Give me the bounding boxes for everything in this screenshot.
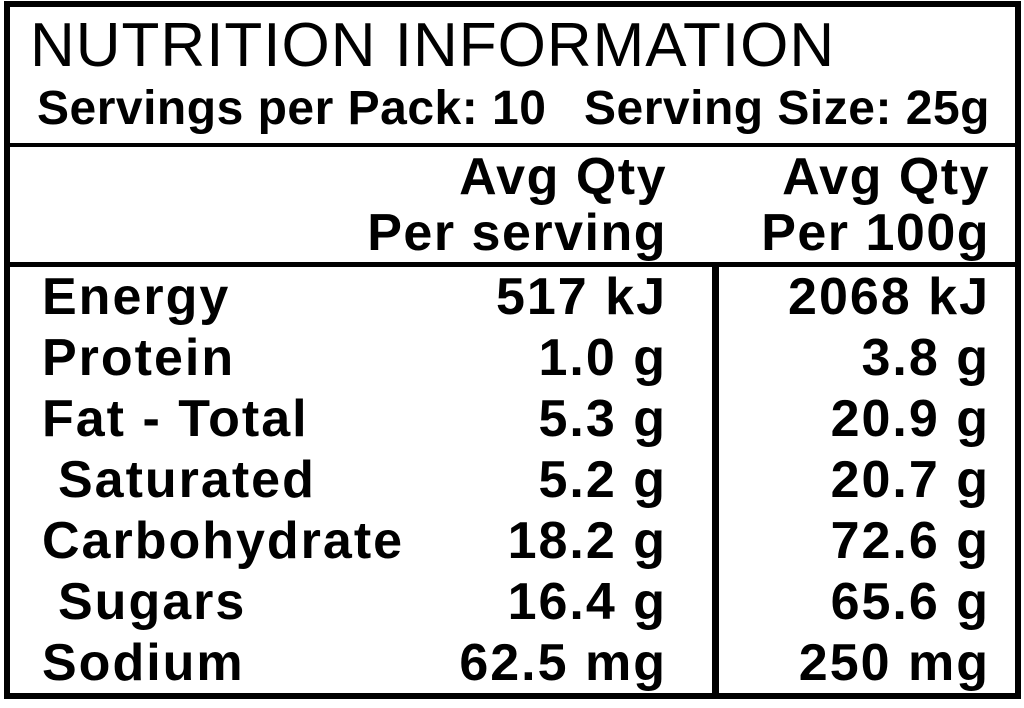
row-value-per-serving: 16.4 g: [507, 572, 667, 631]
row-value-per-serving: 517 kJ: [495, 268, 667, 327]
table-row-fat-total: Fat - Total 5.3 g: [10, 389, 712, 450]
nutrition-information-panel: NUTRITION INFORMATION Servings per Pack:…: [4, 1, 1021, 699]
row-label: Carbohydrate: [42, 511, 405, 570]
row-value-per-serving: 5.2 g: [538, 450, 667, 509]
table-row-carbohydrate: Carbohydrate 18.2 g: [10, 510, 712, 571]
table-row-protein: Protein 1.0 g: [10, 328, 712, 389]
avg-qty-label-serving: Avg Qty: [459, 147, 667, 206]
row-label: Energy: [42, 268, 231, 327]
cell-carbohydrate-per-100g: 72.6 g: [830, 511, 990, 570]
per-serving-label: Per serving: [367, 203, 667, 262]
servings-per-pack-text: Servings per Pack: 10: [37, 82, 547, 135]
cell-protein-per-100g: 3.8 g: [861, 329, 990, 388]
per-100g-label: Per 100g: [761, 203, 990, 262]
cell-fat-total-per-100g: 20.9 g: [830, 390, 990, 449]
table-row-sodium: Sodium 62.5 mg: [10, 632, 712, 693]
row-value-per-serving: 18.2 g: [507, 511, 667, 570]
horizontal-rule-top: [10, 143, 1015, 147]
per-100g-column: 2068 kJ 3.8 g 20.9 g 20.7 g 72.6 g 65.6 …: [712, 267, 1015, 693]
row-label: Fat - Total: [42, 390, 309, 449]
cell-energy-per-100g: 2068 kJ: [788, 268, 990, 327]
row-label: Sugars: [58, 572, 247, 631]
labels-and-serving-column: Energy 517 kJ Protein 1.0 g Fat - Total …: [10, 267, 712, 693]
cell-sodium-per-100g: 250 mg: [798, 633, 990, 692]
table-row-energy: Energy 517 kJ: [10, 267, 712, 328]
column-header-per-100g: Avg Qty Per 100g: [712, 147, 1015, 262]
row-label: Sodium: [42, 633, 245, 692]
cell-saturated-per-100g: 20.7 g: [830, 450, 990, 509]
column-header-per-serving: Avg Qty Per serving: [10, 147, 712, 262]
row-value-per-serving: 1.0 g: [538, 329, 667, 388]
row-value-per-serving: 5.3 g: [538, 390, 667, 449]
row-value-per-serving: 62.5 mg: [459, 633, 667, 692]
servings-row: Servings per Pack: 10 Serving Size: 25g: [30, 82, 990, 136]
serving-size-text: Serving Size: 25g: [584, 82, 990, 135]
table-row-saturated: Saturated 5.2 g: [10, 450, 712, 511]
row-label: Saturated: [58, 450, 316, 509]
row-label: Protein: [42, 329, 236, 388]
table-row-sugars: Sugars 16.4 g: [10, 571, 712, 632]
horizontal-rule-header: [10, 262, 1015, 267]
title-section: NUTRITION INFORMATION Servings per Pack:…: [10, 7, 1015, 143]
avg-qty-label-100g: Avg Qty: [782, 147, 990, 206]
page-title: NUTRITION INFORMATION: [30, 11, 836, 80]
nutrition-table-body: Energy 517 kJ Protein 1.0 g Fat - Total …: [10, 267, 1015, 693]
column-header-row: Avg Qty Per serving Avg Qty Per 100g: [10, 147, 1015, 262]
cell-sugars-per-100g: 65.6 g: [830, 572, 990, 631]
